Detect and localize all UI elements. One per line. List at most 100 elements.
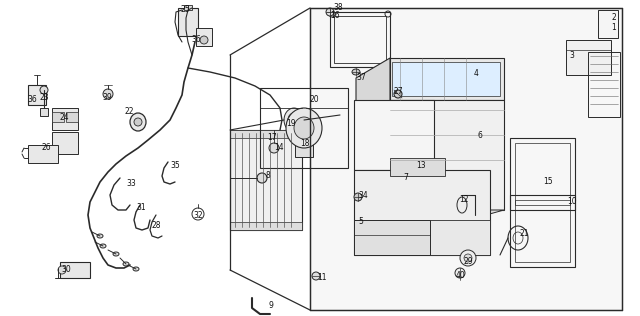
Bar	[515, 200, 570, 262]
Bar	[598, 10, 618, 38]
Polygon shape	[390, 58, 504, 100]
Text: 8: 8	[266, 172, 270, 180]
Text: 39: 39	[102, 94, 112, 102]
Text: 18: 18	[300, 138, 310, 148]
Text: 19: 19	[286, 119, 296, 129]
Text: 23: 23	[39, 94, 49, 102]
Bar	[52, 132, 78, 154]
Polygon shape	[392, 62, 500, 96]
Bar	[230, 130, 302, 230]
Polygon shape	[390, 100, 504, 210]
Bar	[196, 28, 212, 46]
Bar	[510, 195, 575, 267]
Bar	[515, 143, 570, 205]
Text: 20: 20	[309, 95, 319, 105]
Ellipse shape	[455, 268, 465, 278]
Polygon shape	[354, 100, 434, 170]
Polygon shape	[354, 170, 490, 255]
Text: 21: 21	[519, 229, 529, 239]
Text: 22: 22	[124, 107, 134, 117]
Ellipse shape	[354, 193, 362, 201]
Text: 17: 17	[267, 133, 277, 143]
Text: 38: 38	[333, 3, 343, 13]
Bar	[510, 138, 575, 210]
Polygon shape	[356, 210, 504, 220]
Bar	[28, 145, 58, 163]
Bar	[60, 262, 90, 278]
Ellipse shape	[123, 262, 129, 266]
Bar	[230, 222, 302, 230]
Text: 28: 28	[151, 222, 161, 230]
Ellipse shape	[103, 89, 113, 99]
Text: 12: 12	[460, 196, 468, 204]
Bar	[28, 85, 46, 105]
Ellipse shape	[352, 69, 360, 75]
Ellipse shape	[326, 8, 334, 16]
Text: 33: 33	[126, 179, 136, 187]
Ellipse shape	[269, 143, 279, 153]
Bar	[260, 88, 348, 168]
Text: 37: 37	[356, 74, 366, 82]
Ellipse shape	[200, 36, 208, 44]
Text: 13: 13	[416, 161, 426, 169]
Text: 1: 1	[612, 23, 616, 33]
Text: 29: 29	[463, 258, 473, 266]
Text: 32: 32	[193, 210, 203, 220]
Ellipse shape	[286, 108, 322, 148]
Ellipse shape	[288, 113, 300, 127]
Polygon shape	[354, 220, 430, 255]
Text: 36: 36	[191, 35, 201, 45]
Ellipse shape	[130, 113, 146, 131]
Text: 16: 16	[330, 11, 340, 21]
Bar	[334, 16, 386, 63]
Text: 30: 30	[61, 265, 71, 275]
Ellipse shape	[100, 244, 106, 248]
Ellipse shape	[133, 267, 139, 271]
Bar	[66, 112, 78, 122]
Text: 35: 35	[170, 161, 180, 169]
Text: 9: 9	[269, 301, 273, 309]
Text: 3: 3	[570, 52, 575, 60]
Text: 7: 7	[404, 173, 408, 183]
Polygon shape	[354, 220, 490, 255]
Text: 25: 25	[180, 5, 190, 15]
Bar	[178, 8, 198, 36]
Text: 31: 31	[136, 203, 146, 211]
Text: 10: 10	[567, 198, 577, 206]
Ellipse shape	[58, 266, 66, 274]
Ellipse shape	[284, 108, 304, 132]
Bar	[330, 12, 390, 67]
Bar	[295, 135, 313, 157]
Text: 6: 6	[477, 131, 483, 141]
Bar	[566, 40, 611, 75]
Text: 26: 26	[41, 143, 51, 153]
Bar	[588, 52, 620, 117]
Bar	[390, 158, 445, 176]
Text: 14: 14	[274, 143, 284, 153]
Bar	[230, 130, 302, 138]
Ellipse shape	[257, 173, 267, 183]
Ellipse shape	[312, 272, 320, 280]
Bar	[184, 5, 192, 10]
Text: 11: 11	[317, 274, 327, 283]
Polygon shape	[310, 8, 622, 310]
Bar	[40, 108, 48, 116]
Ellipse shape	[97, 234, 103, 238]
Text: 24: 24	[59, 112, 69, 121]
Text: 5: 5	[358, 216, 364, 226]
Text: 40: 40	[456, 271, 466, 281]
Bar	[52, 108, 78, 130]
Text: 34: 34	[358, 191, 368, 199]
Text: 15: 15	[543, 178, 553, 186]
Text: 4: 4	[474, 69, 479, 77]
Ellipse shape	[40, 86, 48, 94]
Ellipse shape	[394, 90, 402, 98]
Text: 27: 27	[393, 88, 403, 96]
Ellipse shape	[113, 252, 119, 256]
Ellipse shape	[464, 254, 472, 262]
Ellipse shape	[134, 118, 142, 126]
Ellipse shape	[460, 250, 476, 266]
Bar	[52, 112, 64, 122]
Text: 36: 36	[27, 95, 37, 105]
Text: 2: 2	[612, 14, 616, 22]
